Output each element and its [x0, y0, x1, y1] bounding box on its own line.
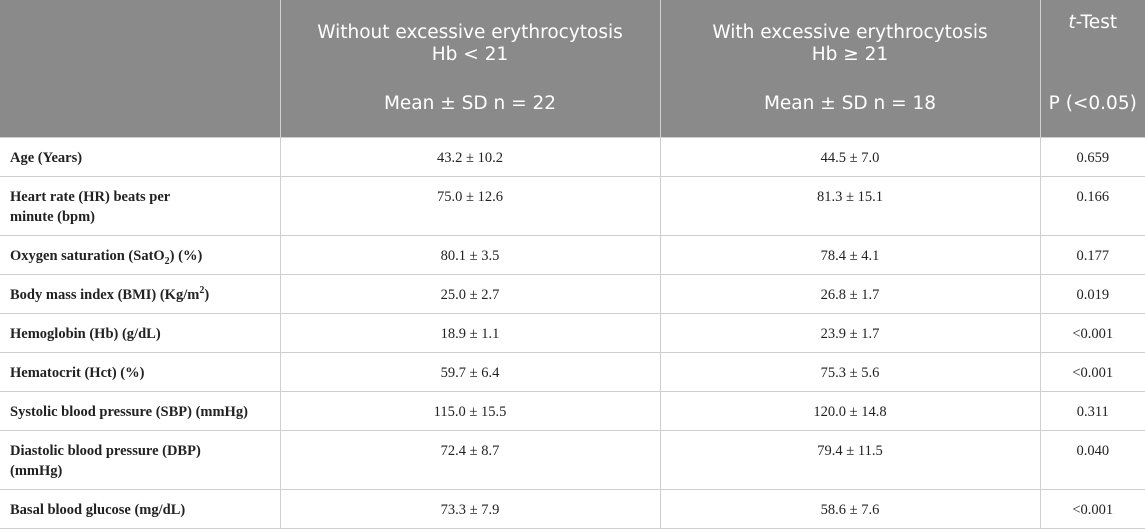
value-with: 26.8 ± 1.7 — [659, 274, 1040, 314]
value-without: 43.2 ± 10.2 — [279, 137, 660, 177]
p-value: <0.001 — [1039, 352, 1145, 392]
p-value: 0.659 — [1039, 137, 1145, 177]
table-row: Systolic blood pressure (SBP) (mmHg) 115… — [0, 391, 1145, 431]
row-label: Oxygen saturation (SatO2) (%) — [0, 235, 280, 275]
table-row: Hematocrit (Hct) (%) 59.7 ± 6.4 75.3 ± 5… — [0, 352, 1145, 392]
row-label: Body mass index (BMI) (Kg/m2) — [0, 274, 280, 314]
value-with: 120.0 ± 14.8 — [659, 391, 1040, 431]
value-with: 79.4 ± 11.5 — [659, 430, 1040, 490]
header-stat-p: P (<0.05) — [1039, 85, 1145, 138]
value-with: 23.9 ± 1.7 — [659, 313, 1040, 353]
header-stat-with: Mean ± SD n = 18 — [659, 85, 1040, 138]
value-with: 81.3 ± 15.1 — [659, 176, 1040, 236]
header-group-without: Without excessive erythrocytosis Hb < 21 — [279, 0, 660, 85]
value-with: 44.5 ± 7.0 — [659, 137, 1040, 177]
row-label: Basal blood glucose (mg/dL) — [0, 489, 280, 529]
p-value: 0.311 — [1039, 391, 1145, 431]
row-label: Heart rate (HR) beats per minute (bpm) — [0, 176, 280, 236]
header-ttest: t-Test — [1039, 0, 1145, 85]
value-without: 72.4 ± 8.7 — [279, 430, 660, 490]
table-row: Body mass index (BMI) (Kg/m2) 25.0 ± 2.7… — [0, 274, 1145, 314]
header-group-with: With excessive erythrocytosis Hb ≥ 21 — [659, 0, 1040, 85]
p-value: 0.166 — [1039, 176, 1145, 236]
value-without: 75.0 ± 12.6 — [279, 176, 660, 236]
header-empty-cell — [0, 85, 280, 138]
table-row: Hemoglobin (Hb) (g/dL) 18.9 ± 1.1 23.9 ±… — [0, 313, 1145, 353]
row-label: Age (Years) — [0, 137, 280, 177]
value-without: 80.1 ± 3.5 — [279, 235, 660, 275]
p-value: 0.040 — [1039, 430, 1145, 490]
value-with: 58.6 ± 7.6 — [659, 489, 1040, 529]
value-without: 73.3 ± 7.9 — [279, 489, 660, 529]
value-without: 115.0 ± 15.5 — [279, 391, 660, 431]
value-with: 78.4 ± 4.1 — [659, 235, 1040, 275]
table-row: Age (Years) 43.2 ± 10.2 44.5 ± 7.0 0.659 — [0, 137, 1145, 177]
p-value: 0.019 — [1039, 274, 1145, 314]
p-value: <0.001 — [1039, 313, 1145, 353]
table-row: Basal blood glucose (mg/dL) 73.3 ± 7.9 5… — [0, 489, 1145, 529]
value-without: 25.0 ± 2.7 — [279, 274, 660, 314]
p-value: <0.001 — [1039, 489, 1145, 529]
table-header: Without excessive erythrocytosis Hb < 21… — [0, 0, 1145, 138]
value-without: 59.7 ± 6.4 — [279, 352, 660, 392]
header-empty-cell — [0, 0, 280, 85]
table-row: Heart rate (HR) beats per minute (bpm) 75… — [0, 176, 1145, 236]
table-row: Diastolic blood pressure (DBP) (mmHg) 72.… — [0, 430, 1145, 490]
row-label: Hemoglobin (Hb) (g/dL) — [0, 313, 280, 353]
row-label: Diastolic blood pressure (DBP) (mmHg) — [0, 430, 280, 490]
table-row: Oxygen saturation (SatO2) (%) 80.1 ± 3.5… — [0, 235, 1145, 275]
value-without: 18.9 ± 1.1 — [279, 313, 660, 353]
row-label: Hematocrit (Hct) (%) — [0, 352, 280, 392]
header-stat-without: Mean ± SD n = 22 — [279, 85, 660, 138]
p-value: 0.177 — [1039, 235, 1145, 275]
value-with: 75.3 ± 5.6 — [659, 352, 1040, 392]
row-label: Systolic blood pressure (SBP) (mmHg) — [0, 391, 280, 431]
